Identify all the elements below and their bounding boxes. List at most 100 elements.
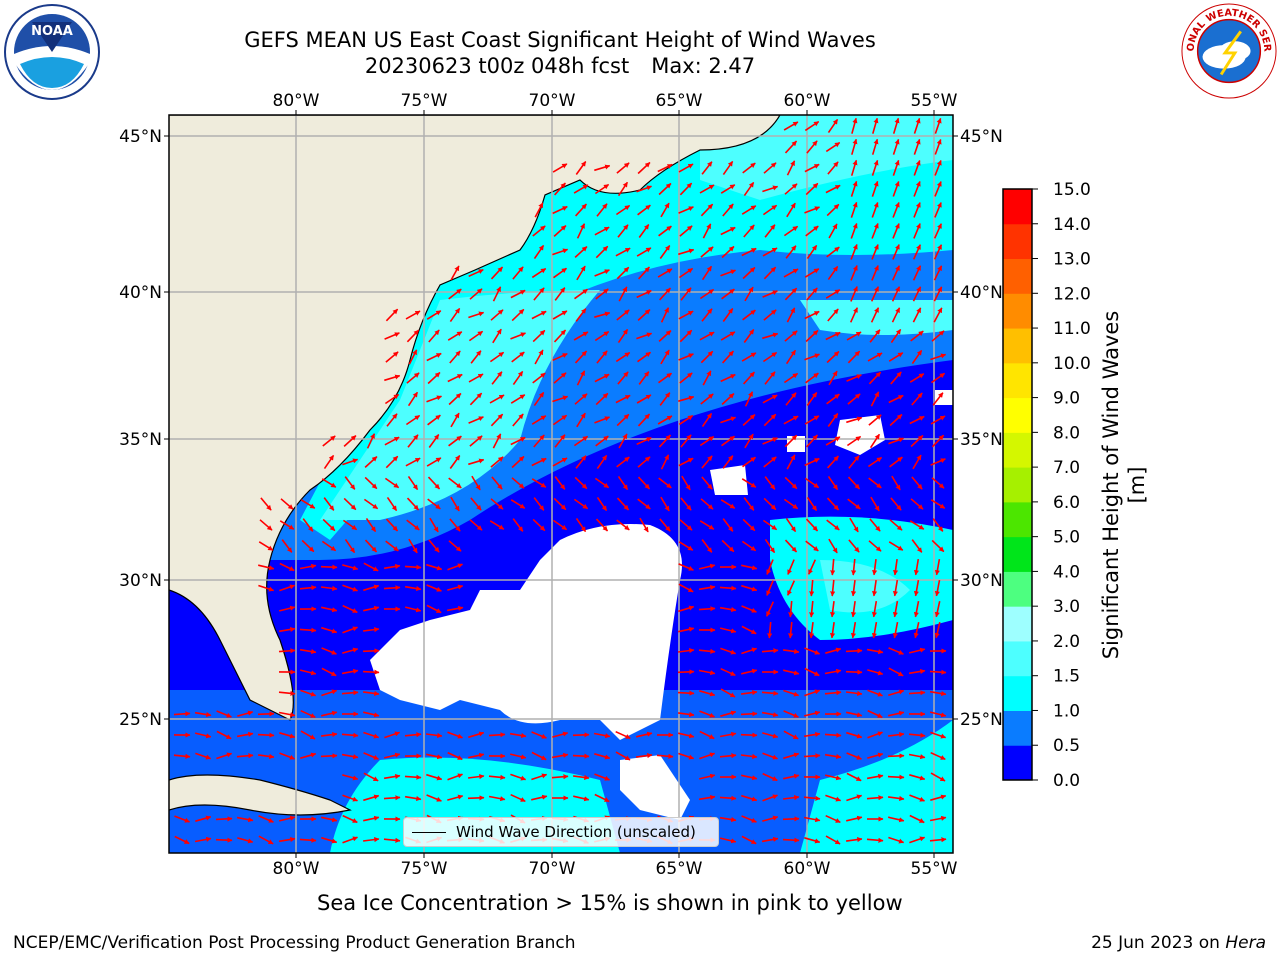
wind-arrow bbox=[698, 794, 716, 801]
wind-arrow bbox=[846, 794, 863, 802]
wind-arrow bbox=[342, 836, 358, 844]
wind-arrow bbox=[933, 223, 943, 239]
colorbar-tick-label: 13.0 bbox=[1053, 250, 1091, 270]
wind-arrow bbox=[698, 669, 716, 676]
wind-arrow bbox=[593, 732, 611, 739]
wind-arrow bbox=[363, 562, 379, 572]
wind-arrow bbox=[596, 496, 608, 512]
wind-arrow bbox=[573, 435, 589, 447]
wind-arrow bbox=[658, 434, 672, 448]
wind-arrow bbox=[344, 538, 356, 554]
wind-arrow bbox=[889, 456, 903, 468]
wind-arrow bbox=[342, 604, 358, 614]
wind-arrow bbox=[658, 182, 672, 196]
wind-arrow bbox=[531, 267, 547, 279]
wind-arrow bbox=[511, 351, 525, 363]
wind-arrow bbox=[660, 307, 670, 323]
wind-arrow bbox=[552, 414, 568, 426]
wind-arrow bbox=[467, 795, 485, 801]
wind-arrow bbox=[930, 772, 946, 782]
wind-arrow bbox=[913, 558, 920, 576]
wind-arrow bbox=[784, 287, 798, 301]
colorbar-segment bbox=[1003, 501, 1032, 538]
wind-arrow bbox=[659, 245, 671, 259]
wind-arrow bbox=[846, 711, 863, 718]
wind-arrow bbox=[404, 795, 422, 802]
footer-branch: NCEP/EMC/Verification Post Processing Pr… bbox=[13, 933, 576, 953]
wind-arrow bbox=[871, 579, 878, 597]
wind-arrow bbox=[783, 268, 799, 278]
wind-arrow bbox=[323, 497, 335, 511]
wind-arrow bbox=[847, 476, 861, 490]
wind-arrow bbox=[279, 752, 295, 760]
wind-arrow bbox=[890, 497, 902, 511]
wind-arrow bbox=[343, 497, 357, 511]
wind-arrow bbox=[617, 224, 629, 238]
map-gridlines bbox=[169, 115, 953, 853]
wind-arrow bbox=[300, 709, 316, 719]
wind-arrow bbox=[596, 203, 608, 217]
wind-arrow bbox=[764, 371, 776, 385]
wind-arrow bbox=[782, 795, 800, 801]
wind-arrow bbox=[510, 793, 526, 803]
wind-arrow bbox=[300, 730, 316, 740]
wind-arrow bbox=[933, 244, 943, 260]
wind-arrow bbox=[930, 372, 946, 384]
wind-arrow bbox=[934, 117, 942, 134]
wind-arrow bbox=[426, 753, 443, 760]
wind-arrow bbox=[426, 310, 442, 320]
wind-arrow bbox=[846, 331, 862, 341]
wind-arrow bbox=[826, 246, 840, 258]
wind-arrow bbox=[426, 395, 442, 403]
wind-arrow bbox=[575, 517, 587, 533]
wind-arrow bbox=[722, 203, 734, 217]
wind-arrow bbox=[871, 159, 879, 176]
wind-arrow bbox=[405, 606, 422, 613]
wind-arrow bbox=[259, 519, 273, 531]
wind-arrow bbox=[594, 373, 610, 383]
wind-arrow bbox=[826, 350, 840, 364]
wind-arrow bbox=[447, 751, 463, 761]
wind-arrow bbox=[887, 795, 905, 802]
colorbar-segment bbox=[1003, 571, 1032, 607]
wind-arrow bbox=[892, 621, 899, 639]
wind-arrow bbox=[595, 245, 609, 259]
wind-arrow bbox=[932, 518, 944, 532]
wind-arrow bbox=[447, 584, 464, 591]
wind-arrow bbox=[678, 583, 694, 593]
wind-arrow bbox=[830, 558, 836, 576]
wind-arrow bbox=[720, 184, 736, 194]
wind-arrow bbox=[868, 371, 882, 385]
wind-arrow bbox=[721, 435, 735, 447]
wind-arrow bbox=[804, 268, 820, 278]
wind-arrow bbox=[888, 816, 905, 823]
wind-arrow bbox=[531, 457, 547, 467]
wind-arrow bbox=[743, 329, 755, 343]
colorbar-tick-label: 5.0 bbox=[1053, 528, 1080, 548]
wind-arrow bbox=[931, 434, 945, 448]
wind-arrow bbox=[888, 689, 905, 697]
wind-arrow bbox=[594, 773, 610, 781]
wind-arrow bbox=[363, 731, 380, 739]
wind-arrow bbox=[762, 247, 778, 257]
colorbar-segment bbox=[1003, 745, 1032, 781]
wind-arrow bbox=[867, 669, 884, 676]
wind-arrow bbox=[321, 606, 338, 613]
colorbar-segment bbox=[1003, 432, 1032, 468]
wind-arrow bbox=[639, 517, 649, 533]
wind-arrow bbox=[741, 625, 757, 635]
wind-arrow bbox=[762, 290, 778, 298]
wind-arrow bbox=[638, 224, 650, 238]
wind-arrow bbox=[237, 837, 254, 844]
wind-arrow bbox=[872, 558, 878, 576]
colorbar-segment bbox=[1003, 223, 1032, 260]
wind-arrow bbox=[678, 457, 694, 467]
wind-arrow bbox=[784, 539, 798, 553]
wind-arrow bbox=[805, 329, 819, 343]
wind-arrow bbox=[406, 329, 420, 343]
wind-arrow bbox=[847, 393, 861, 405]
wind-arrow bbox=[698, 584, 716, 591]
wind-arrow bbox=[911, 349, 923, 365]
noaa-logo-text: NOAA bbox=[31, 24, 73, 39]
wind-arrow bbox=[720, 667, 736, 677]
